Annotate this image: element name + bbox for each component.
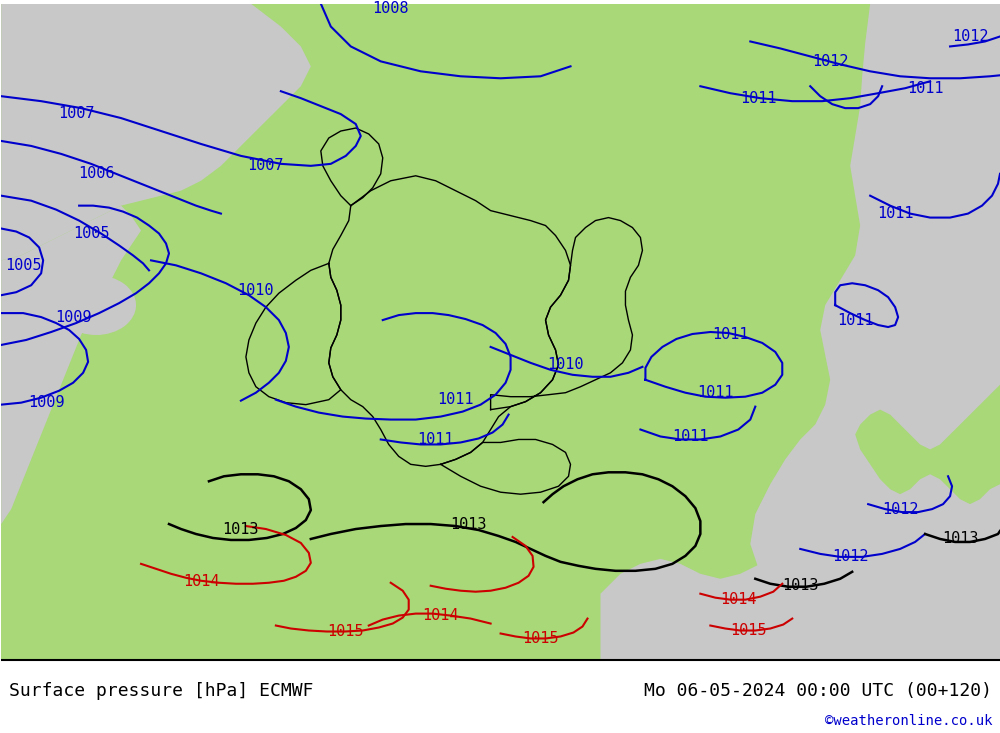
Text: 1011: 1011 <box>837 312 873 328</box>
Text: Mo 06-05-2024 00:00 UTC (00+120): Mo 06-05-2024 00:00 UTC (00+120) <box>644 682 992 700</box>
Text: 1014: 1014 <box>720 592 757 607</box>
Text: 1014: 1014 <box>183 574 219 589</box>
Text: 1011: 1011 <box>697 386 734 400</box>
Text: 1015: 1015 <box>328 624 364 639</box>
Text: 1015: 1015 <box>730 623 767 638</box>
Bar <box>1 660 1000 733</box>
Polygon shape <box>750 4 1000 660</box>
Polygon shape <box>1 206 141 524</box>
Polygon shape <box>1 4 311 260</box>
Text: 1009: 1009 <box>28 395 64 410</box>
Text: 1012: 1012 <box>812 54 848 69</box>
Text: 1006: 1006 <box>78 166 114 181</box>
Text: 1013: 1013 <box>782 578 818 593</box>
Text: 1011: 1011 <box>712 328 749 342</box>
Text: 1011: 1011 <box>907 81 943 96</box>
Text: 1007: 1007 <box>248 158 284 173</box>
Text: 1012: 1012 <box>832 549 868 564</box>
Text: 1011: 1011 <box>417 432 454 447</box>
Text: 1014: 1014 <box>422 608 459 623</box>
Text: 1011: 1011 <box>437 392 474 407</box>
Text: Surface pressure [hPa] ECMWF: Surface pressure [hPa] ECMWF <box>9 682 314 700</box>
Text: 1005: 1005 <box>73 226 109 241</box>
Text: 1013: 1013 <box>942 531 978 547</box>
Text: 1007: 1007 <box>58 106 94 121</box>
Text: 1013: 1013 <box>223 521 259 537</box>
Text: 1015: 1015 <box>522 631 559 646</box>
Text: 1011: 1011 <box>877 206 913 221</box>
Text: 1011: 1011 <box>740 91 777 106</box>
Text: 1010: 1010 <box>547 358 584 372</box>
Text: 1005: 1005 <box>5 258 41 273</box>
Text: 1013: 1013 <box>450 517 487 531</box>
Text: 1012: 1012 <box>952 29 988 44</box>
Text: 1012: 1012 <box>882 501 918 517</box>
Text: ©weatheronline.co.uk: ©weatheronline.co.uk <box>825 714 992 728</box>
Text: 1009: 1009 <box>55 309 91 325</box>
Text: 1011: 1011 <box>672 429 709 444</box>
Text: 1008: 1008 <box>372 1 409 16</box>
Text: 1010: 1010 <box>238 283 274 298</box>
Polygon shape <box>600 559 1000 660</box>
Ellipse shape <box>56 276 136 335</box>
